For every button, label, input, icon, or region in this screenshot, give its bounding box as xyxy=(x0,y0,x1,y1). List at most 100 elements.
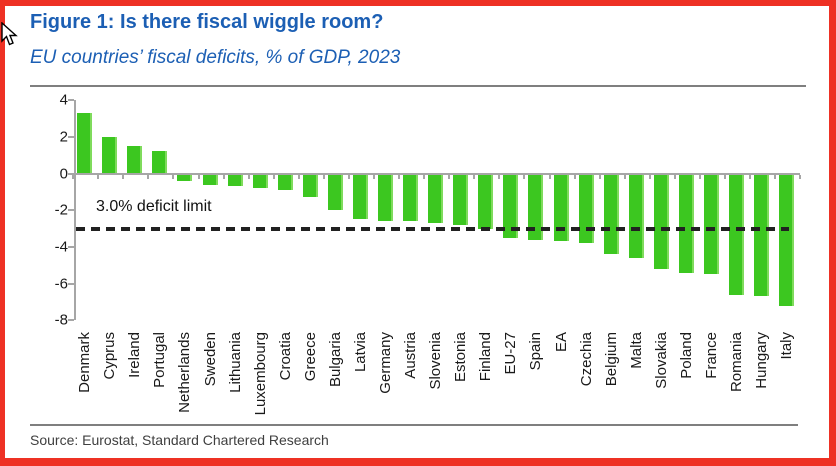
x-label-finland: Finland xyxy=(473,332,498,432)
x-label-text: Spain xyxy=(527,332,545,371)
divider-bottom xyxy=(30,424,798,426)
x-label-text: Italy xyxy=(778,332,796,360)
y-axis-tick xyxy=(68,282,74,285)
y-axis-tick xyxy=(68,245,74,248)
x-label-portugal: Portugal xyxy=(147,332,172,432)
bar-sweden xyxy=(202,174,218,185)
x-label-text: Estonia xyxy=(452,332,470,383)
x-label-lithuania: Lithuania xyxy=(223,332,248,432)
x-label-latvia: Latvia xyxy=(348,332,373,432)
bar-latvia xyxy=(352,174,368,220)
x-axis-tick xyxy=(72,174,75,179)
x-axis-tick xyxy=(172,174,175,179)
y-axis-tick-label: 0 xyxy=(59,165,68,182)
figure-title: Figure 1: Is there fiscal wiggle room? xyxy=(30,11,384,33)
x-label-slovakia: Slovakia xyxy=(649,332,674,432)
source-note: Source: Eurostat, Standard Chartered Res… xyxy=(30,432,329,448)
x-label-text: Latvia xyxy=(351,332,369,373)
x-label-text: Belgium xyxy=(602,332,620,387)
y-axis-tick-label: 4 xyxy=(59,91,68,109)
x-label-netherlands: Netherlands xyxy=(172,332,197,432)
x-axis-tick xyxy=(222,174,225,179)
figure-subtitle: EU countries’ fiscal deficits, % of GDP,… xyxy=(30,47,401,68)
x-axis-tick xyxy=(673,174,676,179)
x-label-text: Ireland xyxy=(126,332,144,378)
x-label-ireland: Ireland xyxy=(122,332,147,432)
y-axis-line xyxy=(74,100,76,321)
x-label-bulgaria: Bulgaria xyxy=(323,332,348,432)
x-label-spain: Spain xyxy=(523,332,548,432)
bar-slovenia xyxy=(428,174,444,224)
bar-ireland xyxy=(127,145,143,174)
divider-top xyxy=(30,85,806,87)
x-label-text: Slovenia xyxy=(427,332,445,390)
x-label-hungary: Hungary xyxy=(749,332,774,432)
x-label-cyprus: Cyprus xyxy=(97,332,122,432)
x-label-text: EA xyxy=(552,332,570,353)
bar-belgium xyxy=(603,174,619,255)
bar-bulgaria xyxy=(327,174,343,211)
x-label-text: Netherlands xyxy=(176,332,194,413)
x-label-france: France xyxy=(699,332,724,432)
x-label-sweden: Sweden xyxy=(198,332,223,432)
x-label-croatia: Croatia xyxy=(273,332,298,432)
bar-croatia xyxy=(277,174,293,190)
x-label-text: Croatia xyxy=(276,332,294,381)
x-label-malta: Malta xyxy=(624,332,649,432)
x-axis-tick xyxy=(97,174,100,179)
bar-lithuania xyxy=(227,174,243,187)
x-label-text: Portugal xyxy=(151,332,169,388)
y-axis-tick xyxy=(68,209,74,212)
x-axis-tick xyxy=(122,174,125,179)
x-label-ea: EA xyxy=(549,332,574,432)
mouse-cursor-icon xyxy=(1,22,18,46)
x-label-text: Sweden xyxy=(201,332,219,387)
x-axis-tick xyxy=(473,174,476,179)
x-label-poland: Poland xyxy=(674,332,699,432)
bar-austria xyxy=(403,174,419,222)
x-axis-tick xyxy=(197,174,200,179)
x-label-estonia: Estonia xyxy=(448,332,473,432)
y-axis-tick-label: -4 xyxy=(54,238,68,256)
deficit-limit-line xyxy=(76,226,789,231)
x-label-austria: Austria xyxy=(398,332,423,432)
x-axis-tick xyxy=(322,174,325,179)
deficit-limit-annotation: 3.0% deficit limit xyxy=(96,198,212,215)
x-label-text: Germany xyxy=(377,332,395,394)
y-axis-tick xyxy=(68,172,74,175)
x-axis-tick xyxy=(297,174,300,179)
bar-italy xyxy=(779,174,795,306)
bar-estonia xyxy=(453,174,469,225)
bar-slovakia xyxy=(653,174,669,269)
x-axis-tick xyxy=(749,174,752,179)
y-axis-tick xyxy=(68,135,74,138)
x-axis-tick xyxy=(423,174,426,179)
x-label-czechia: Czechia xyxy=(574,332,599,432)
x-label-text: France xyxy=(702,332,720,379)
bar-ea xyxy=(553,174,569,242)
x-axis-tick xyxy=(247,174,250,179)
bar-spain xyxy=(528,174,544,240)
x-label-eu-27: EU-27 xyxy=(498,332,523,432)
x-axis-tick xyxy=(448,174,451,179)
x-axis-tick xyxy=(548,174,551,179)
x-axis-tick xyxy=(724,174,727,179)
bar-luxembourg xyxy=(252,174,268,189)
x-label-text: Slovakia xyxy=(652,332,670,389)
bar-czechia xyxy=(578,174,594,244)
x-axis-tick xyxy=(523,174,526,179)
x-axis-tick xyxy=(598,174,601,179)
x-axis-tick xyxy=(347,174,350,179)
x-label-text: Czechia xyxy=(577,332,595,387)
x-label-denmark: Denmark xyxy=(72,332,97,432)
x-label-text: Denmark xyxy=(76,332,94,393)
x-label-text: EU-27 xyxy=(502,332,520,375)
x-label-text: Cyprus xyxy=(101,332,119,380)
x-label-text: Luxembourg xyxy=(251,332,269,416)
x-axis-tick xyxy=(373,174,376,179)
y-axis-tick-label: -2 xyxy=(54,201,68,219)
x-label-text: Bulgaria xyxy=(326,332,344,388)
x-axis-tick xyxy=(623,174,626,179)
x-label-text: Romania xyxy=(728,332,746,393)
